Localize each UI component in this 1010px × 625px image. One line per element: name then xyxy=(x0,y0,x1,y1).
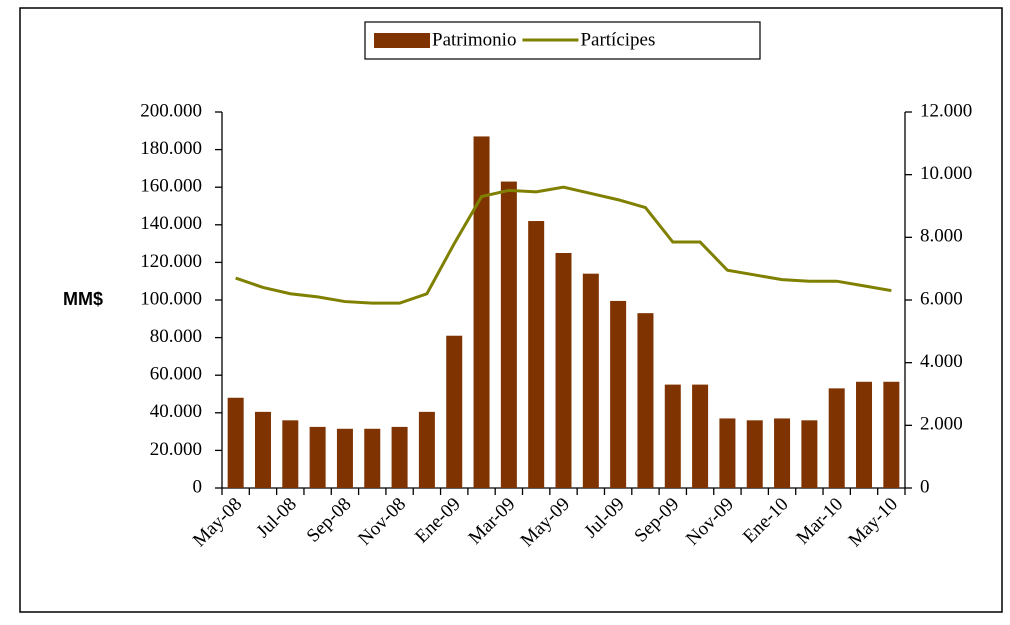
bar xyxy=(801,420,818,488)
bar xyxy=(418,411,435,488)
bar xyxy=(746,420,763,488)
bar xyxy=(364,428,381,488)
y-tick-label: 80.000 xyxy=(150,326,202,347)
bar xyxy=(254,411,271,488)
y-tick-label: 200.000 xyxy=(140,100,202,121)
bar xyxy=(500,181,517,488)
bar xyxy=(336,428,353,488)
bar xyxy=(692,384,709,488)
y2-tick-label: 8.000 xyxy=(920,226,963,247)
y2-tick-label: 10.000 xyxy=(920,163,972,184)
bar xyxy=(719,418,736,488)
bar xyxy=(391,426,408,488)
y2-tick-label: 0 xyxy=(920,476,930,497)
y-tick-label: 0 xyxy=(193,476,203,497)
bar xyxy=(610,300,627,488)
bar xyxy=(473,136,490,488)
y2-tick-label: 12.000 xyxy=(920,100,972,121)
bar xyxy=(664,384,681,488)
bar xyxy=(637,313,654,488)
bar xyxy=(774,418,791,488)
bar xyxy=(309,426,326,488)
y-tick-label: 40.000 xyxy=(150,401,202,422)
y-tick-label: 160.000 xyxy=(140,176,202,197)
bar xyxy=(227,397,244,488)
legend: Patrimonio Partícipes xyxy=(364,21,761,60)
y2-tick-label: 4.000 xyxy=(920,351,963,372)
bar xyxy=(446,335,463,488)
legend-label: Patrimonio xyxy=(432,29,516,50)
bar xyxy=(582,273,599,488)
y-tick-label: 140.000 xyxy=(140,213,202,234)
y2-tick-label: 2.000 xyxy=(920,414,963,435)
bar xyxy=(883,381,900,488)
y-tick-label: 60.000 xyxy=(150,364,202,385)
bar xyxy=(528,221,545,489)
legend-label: Partícipes xyxy=(580,29,655,50)
legend-swatch xyxy=(374,33,430,48)
line xyxy=(235,185,892,305)
bar xyxy=(828,388,845,488)
bar xyxy=(555,253,572,488)
y-tick-label: 20.000 xyxy=(150,439,202,460)
y-axis-label: MM$ xyxy=(63,289,103,309)
y-tick-label: 120.000 xyxy=(140,251,202,272)
bar xyxy=(856,381,873,488)
y-tick-label: 100.000 xyxy=(140,288,202,309)
bar xyxy=(282,420,299,488)
y2-tick-label: 6.000 xyxy=(920,288,963,309)
y-tick-label: 180.000 xyxy=(140,138,202,159)
